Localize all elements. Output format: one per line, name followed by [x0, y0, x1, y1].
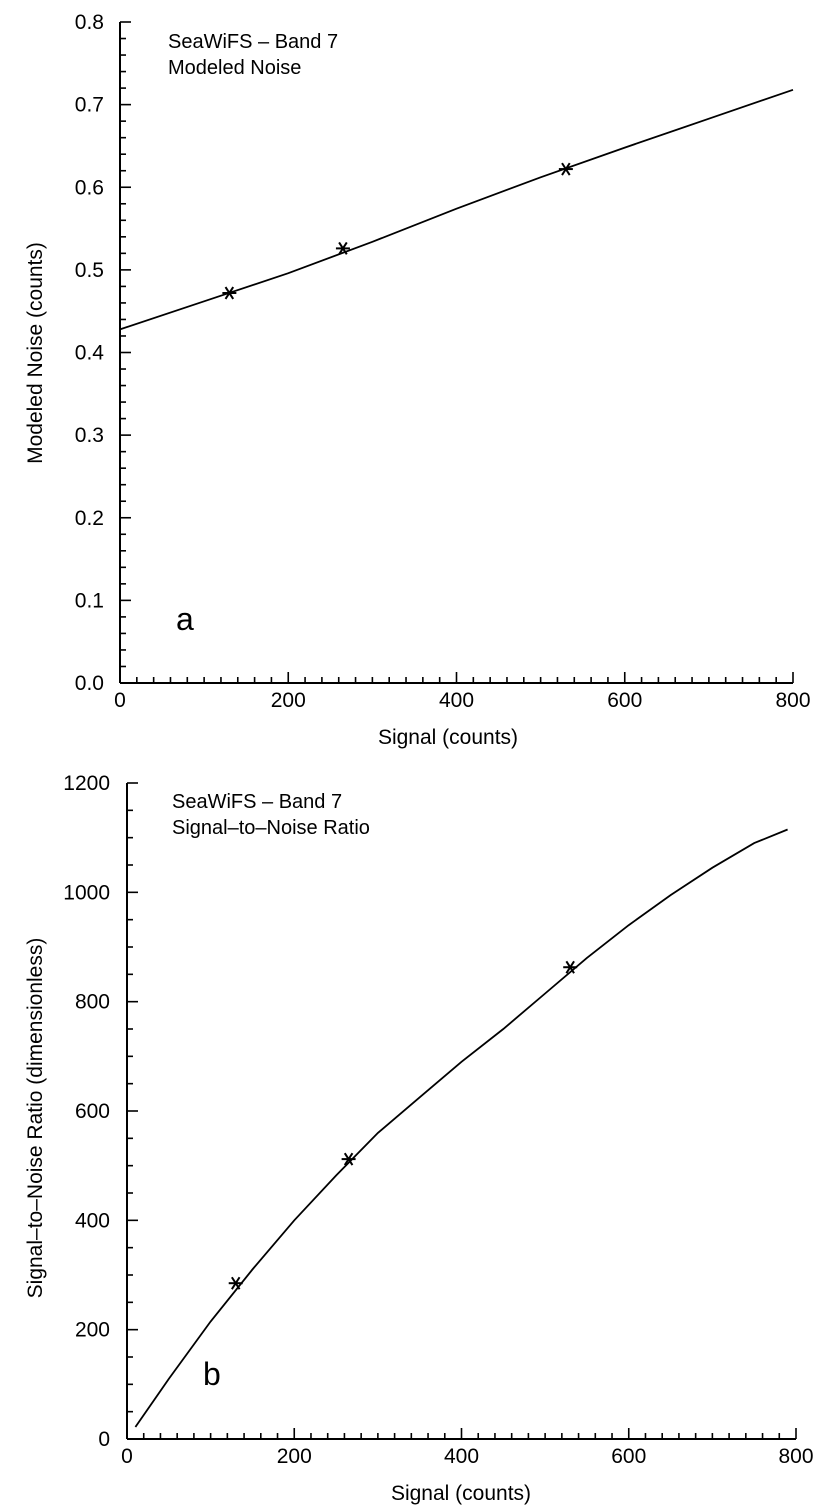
y-tick-label: 1000 — [63, 881, 110, 904]
y-tick-label: 0.5 — [75, 259, 104, 282]
x-tick-label: 800 — [778, 1445, 813, 1468]
chart-title-line-2: Modeled Noise — [168, 57, 301, 79]
x-tick-label: 200 — [271, 689, 306, 712]
y-tick-label: 0.0 — [75, 672, 104, 695]
chart-title-line-1: SeaWiFS – Band 7 — [172, 791, 342, 813]
y-axis-label: Signal–to–Noise Ratio (dimensionless) — [24, 938, 47, 1299]
y-tick-label: 400 — [75, 1209, 110, 1232]
chart-panel-b: SeaWiFS – Band 7 Signal–to–Noise Ratio b… — [24, 772, 814, 1505]
asterisk-marker — [558, 162, 573, 176]
y-tick-label: 0.8 — [75, 11, 104, 34]
y-tick-label: 1200 — [63, 772, 110, 795]
y-tick-label: 0.1 — [75, 589, 104, 612]
title-block: SeaWiFS – Band 7 Modeled Noise — [168, 31, 338, 79]
series-line — [134, 828, 788, 1428]
y-tick-label: 0.3 — [75, 424, 104, 447]
asterisk-marker — [341, 1152, 356, 1166]
x-axis-label: Signal (counts) — [391, 1482, 531, 1505]
title-block: SeaWiFS – Band 7 Signal–to–Noise Ratio — [172, 791, 370, 839]
series-line — [119, 88, 794, 331]
x-tick-label: 600 — [611, 1445, 646, 1468]
y-tick-label: 0.2 — [75, 507, 104, 530]
y-tick-label: 0.7 — [75, 94, 104, 117]
y-tick-label: 600 — [75, 1100, 110, 1123]
asterisk-marker — [222, 286, 237, 300]
panel-label: a — [176, 601, 194, 637]
chart-title-line-2: Signal–to–Noise Ratio — [172, 817, 370, 839]
asterisk-marker — [228, 1276, 243, 1290]
x-tick-label: 600 — [607, 689, 642, 712]
y-axis-label: Modeled Noise (counts) — [24, 242, 47, 464]
asterisk-marker — [335, 241, 350, 255]
y-tick-label: 0.6 — [75, 176, 104, 199]
panel-label: b — [203, 1356, 221, 1392]
y-tick-label: 200 — [75, 1319, 110, 1342]
y-tick-label: 0 — [98, 1428, 110, 1451]
axes: 0 200 400 600 800 0 200 400 600 800 1000 1200 — [63, 772, 813, 1468]
x-tick-label: 400 — [444, 1445, 479, 1468]
x-axis-label: Signal (counts) — [378, 726, 518, 749]
axes: 0 200 400 600 800 0.0 0.1 0.2 0.3 0.4 0.5 0.6 0.7 0.8 — [75, 11, 811, 712]
x-tick-label: 200 — [277, 1445, 312, 1468]
x-tick-label: 800 — [775, 689, 810, 712]
y-tick-label: 800 — [75, 991, 110, 1014]
chart-title-line-1: SeaWiFS – Band 7 — [168, 31, 338, 53]
y-tick-label: 0.4 — [75, 342, 105, 365]
x-tick-label: 0 — [114, 689, 126, 712]
x-tick-label: 0 — [121, 1445, 133, 1468]
asterisk-marker — [563, 960, 578, 974]
x-tick-label: 400 — [439, 689, 474, 712]
chart-panel-a: SeaWiFS – Band 7 Modeled Noise a Signal … — [24, 11, 811, 749]
